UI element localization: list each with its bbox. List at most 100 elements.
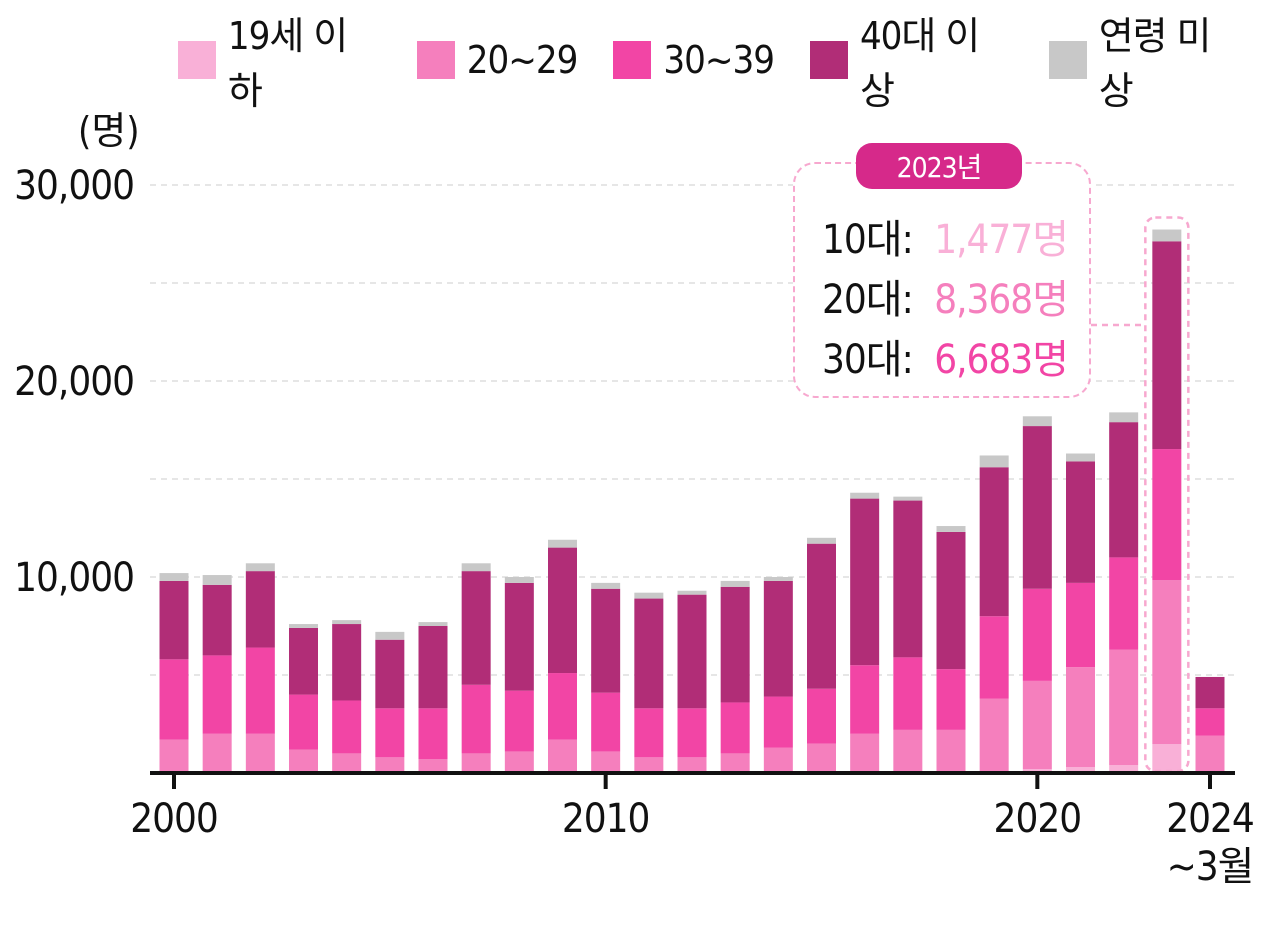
bar-segment (245, 733, 275, 773)
bar-segment (1109, 422, 1139, 558)
bar-segment (1022, 588, 1052, 681)
bar-segment (1022, 680, 1052, 770)
bar-segment (1195, 735, 1225, 773)
bar-segment (893, 657, 923, 730)
legend-item: 19세 이하 (178, 5, 381, 115)
callout-title: 2023년 (856, 143, 1022, 189)
bar-segment (720, 702, 750, 754)
bar-segment (548, 673, 577, 740)
bar-segment (1109, 557, 1139, 650)
bar-segment (159, 739, 189, 773)
x-tick-label: 2010 (562, 796, 650, 842)
bar-segment (375, 631, 405, 640)
bar-segment (548, 547, 577, 674)
callout-box (793, 162, 1091, 398)
bar-segment (591, 582, 621, 589)
bar-segment (159, 580, 189, 660)
y-tick-label: 10,000 (14, 555, 134, 601)
bar-segment (332, 620, 362, 625)
bar-segment (979, 698, 1009, 772)
bar-segment (289, 694, 318, 750)
bar-segment (289, 627, 318, 695)
bar-segment (591, 751, 621, 773)
bar-segment (504, 690, 534, 752)
bar-segment (763, 696, 793, 748)
x-tick-label: ~3월 (1167, 844, 1254, 890)
callout-row: 10대: 1,477명 (822, 208, 1069, 264)
legend-label: 20~29 (466, 38, 579, 82)
bar-segment (504, 582, 534, 691)
bar-segment (677, 757, 707, 773)
bar-segment (245, 647, 275, 734)
legend-swatch (810, 41, 848, 79)
bar-segment (893, 500, 923, 658)
bar-segment (1066, 667, 1095, 768)
y-tick-label: 30,000 (14, 163, 134, 209)
legend-swatch (613, 41, 652, 79)
bar-segment (591, 692, 621, 752)
bar-segment (1109, 649, 1139, 766)
axes: 10,000 20,000 30,000 2000 2010 2020 2024~3월 (14, 163, 1255, 890)
bar-segment (807, 743, 836, 773)
bar-segment (763, 580, 793, 697)
bar-segment (418, 708, 448, 760)
callout-row-value: 1,477명 (934, 217, 1069, 263)
bar-segment (677, 594, 707, 709)
bar-segment (807, 688, 836, 744)
bar-segment (850, 492, 880, 499)
bar-segment (461, 571, 491, 685)
bar-segment (245, 563, 275, 572)
bar-segment (1109, 412, 1139, 423)
bar-segment (936, 526, 966, 532)
bar-segment (850, 733, 880, 773)
bar-segment (332, 624, 362, 701)
bar-segment (1066, 582, 1095, 668)
chart-legend: 19세 이하 20~29 30~39 40대 이상 연령 미상 (178, 14, 1280, 113)
bar-segment (548, 539, 577, 548)
bar-segment (763, 577, 793, 581)
bar-segment (1152, 580, 1182, 745)
bar-segment (202, 733, 232, 773)
bar-segment (461, 753, 491, 773)
bar-segment (202, 584, 232, 656)
bar-segment (332, 753, 362, 773)
x-tick-label: 2024 (1166, 796, 1254, 842)
legend-swatch (178, 41, 216, 79)
bar-segment (504, 577, 534, 583)
bar-segment (893, 729, 923, 773)
bar-segment (936, 531, 966, 670)
legend-label: 30~39 (663, 38, 775, 82)
bar-segment (159, 573, 189, 581)
bar-segment (375, 757, 405, 773)
bar-segment (807, 543, 836, 689)
legend-item: 연령 미상 (1048, 5, 1244, 115)
bar-segment (1152, 229, 1182, 242)
callout-row-value: 6,683명 (934, 337, 1069, 383)
bar-segment (332, 700, 362, 754)
bar-segment (1066, 767, 1095, 773)
bar-segment (979, 455, 1009, 468)
bar-segment (1152, 744, 1182, 773)
bar-segment (375, 639, 405, 709)
callout-row-label: 10대: (822, 217, 914, 263)
bar-segment (979, 467, 1009, 617)
legend-item: 20~29 (416, 38, 579, 82)
legend-item: 40대 이상 (810, 5, 1013, 115)
bar-segment (677, 590, 707, 595)
callout-row-label: 30대: (822, 337, 914, 383)
bar-segment (720, 753, 750, 773)
legend-label: 연령 미상 (1098, 14, 1212, 113)
bar-segment (634, 757, 664, 773)
bar-segment (936, 729, 966, 773)
bar-segment (1152, 241, 1182, 450)
bar-segment (720, 580, 750, 587)
bar-segment (763, 747, 793, 773)
bar-segment (289, 749, 318, 773)
bar-segment (634, 592, 664, 599)
bar-segment (461, 684, 491, 754)
bar-segment (936, 669, 966, 730)
bar-segment (418, 622, 448, 626)
legend-label: 19세 이하 (227, 14, 348, 113)
bar-segment (289, 624, 318, 628)
bar-segment (850, 498, 880, 666)
